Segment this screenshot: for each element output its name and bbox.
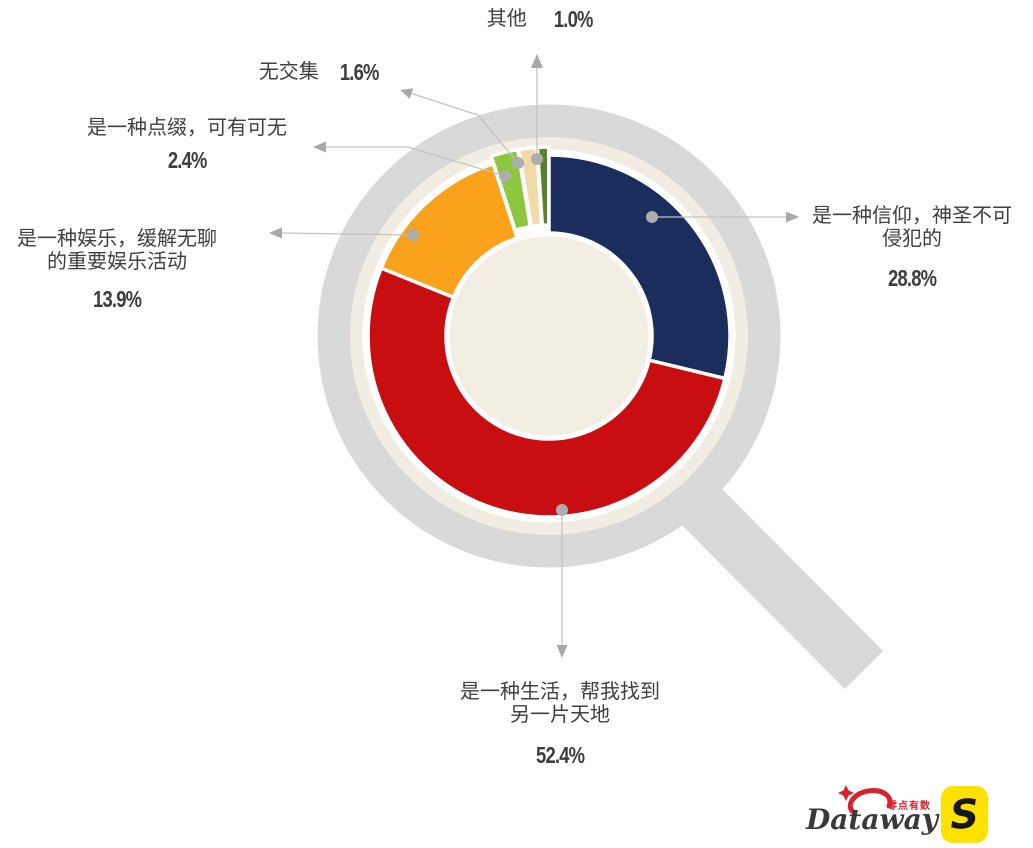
- callout-life-line2: 另一片天地: [510, 704, 610, 726]
- dataway-logo-graphics: [838, 785, 893, 814]
- logo-star-icon: [838, 785, 854, 801]
- callout-other-text: 其他: [486, 8, 527, 30]
- callout-entertainment-line1: 是一种娱乐，缓解无聊: [17, 228, 217, 250]
- marker-life: [556, 504, 568, 516]
- marker-no-overlap: [512, 157, 524, 169]
- leader-lines: [280, 66, 787, 646]
- callout-life: 是一种生活，帮我找到 另一片天地 52.4%: [438, 681, 682, 767]
- leader-arrowheads: [269, 54, 799, 658]
- callout-decoration-text: 是一种点缀，可有可无: [87, 117, 287, 139]
- callout-entertainment-line2: 的重要娱乐活动: [47, 251, 187, 273]
- pie-slice-5: [535, 145, 551, 227]
- logo-swoosh-icon: [847, 788, 893, 814]
- callout-faith-pct: 28.8%: [887, 265, 937, 291]
- callout-no-overlap: 无交集 1.6%: [211, 61, 431, 84]
- arrow-up-other: [531, 54, 543, 68]
- magnifier-rim: [317, 104, 781, 568]
- donut-slices: [366, 145, 732, 519]
- dataway-wordmark: Dataway: [806, 803, 939, 836]
- arrow-right-faith: [786, 211, 799, 223]
- callout-decoration: 是一种点缀，可有可无 2.4%: [27, 117, 347, 172]
- callout-no-overlap-text: 无交集: [258, 61, 319, 83]
- partner-logo-tile: S: [941, 786, 988, 843]
- magnifier-handle: [680, 485, 884, 690]
- pie-slice-0: [547, 153, 732, 381]
- dataway-tagline: 零点有数: [887, 801, 931, 812]
- marker-entertainment: [407, 229, 419, 241]
- arrow-upleft-no-overlap: [400, 88, 414, 99]
- callout-life-line1: 是一种生活，帮我找到: [460, 681, 660, 703]
- callout-other: 其他 1.0%: [432, 8, 652, 31]
- callout-no-overlap-pct: 1.6%: [339, 59, 380, 85]
- pie-slice-1: [366, 266, 727, 519]
- leader-entertainment: [280, 232, 414, 236]
- leader-decoration: [325, 146, 506, 177]
- arrow-left-entertainment: [269, 227, 282, 239]
- partner-logo-monogram: S: [948, 790, 981, 839]
- callout-decoration-pct: 2.4%: [167, 147, 208, 173]
- callout-faith-line1: 是一种信仰，神圣不可: [812, 205, 1012, 227]
- callout-entertainment: 是一种娱乐，缓解无聊 的重要娱乐活动 13.9%: [0, 228, 234, 311]
- callout-faith-line2: 侵犯的: [882, 228, 942, 250]
- callout-life-pct: 52.4%: [535, 742, 585, 768]
- leader-no-overlap: [409, 92, 519, 164]
- donut-hole: [449, 236, 649, 436]
- arrow-down-life: [556, 645, 568, 658]
- callout-entertainment-pct: 13.9%: [92, 286, 142, 312]
- callout-faith: 是一种信仰，神圣不可 侵犯的 28.8%: [790, 205, 1033, 290]
- arrow-left-decoration: [313, 141, 326, 153]
- marker-decoration: [499, 170, 511, 182]
- slice-markers: [407, 153, 658, 516]
- marker-other: [531, 153, 543, 165]
- callout-other-pct: 1.0%: [553, 6, 594, 32]
- marker-faith: [646, 211, 658, 223]
